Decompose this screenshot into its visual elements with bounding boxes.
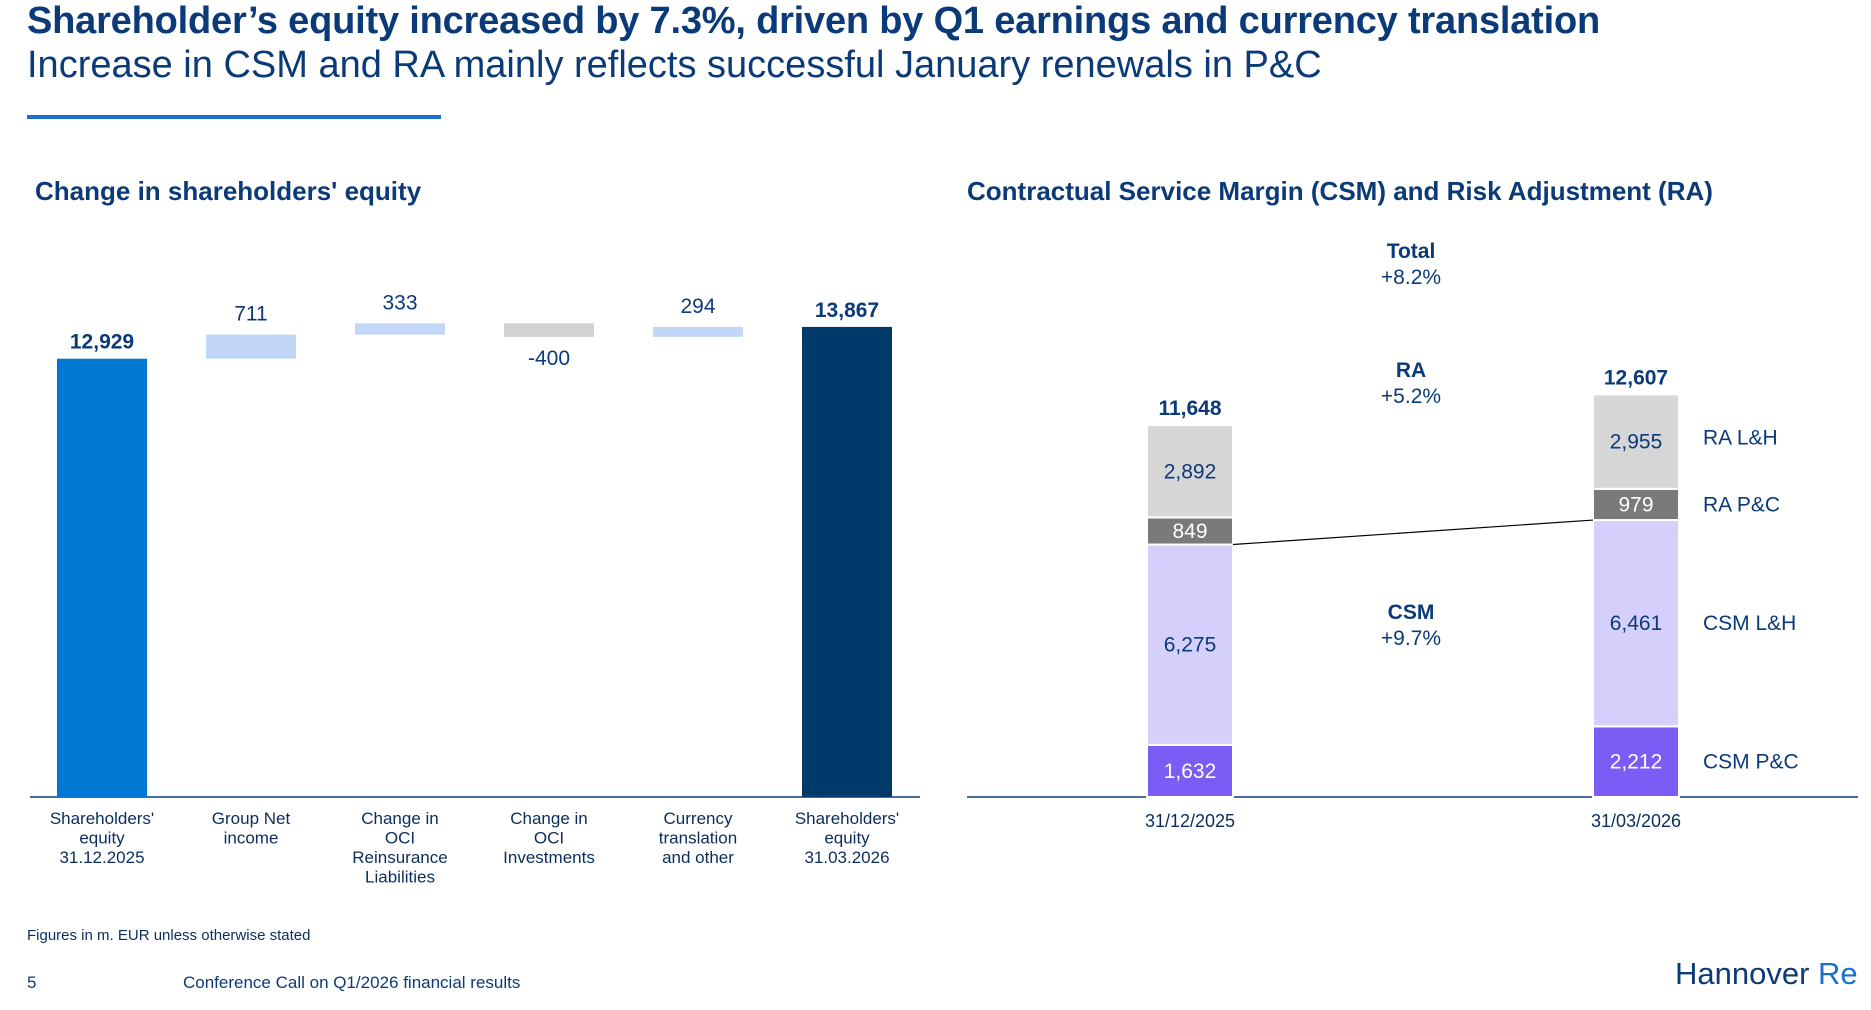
growth-annotation-label: CSM — [1388, 601, 1435, 624]
stack-total-label: 11,648 — [1158, 397, 1221, 420]
waterfall-bar — [355, 323, 445, 335]
waterfall-value-label: 294 — [680, 295, 715, 318]
stack-segment-label: 849 — [1172, 520, 1207, 543]
waterfall-category-label: income — [224, 829, 279, 848]
stack-category-label: 31/03/2026 — [1591, 811, 1681, 831]
waterfall-category-label: Reinsurance — [352, 848, 447, 867]
waterfall-category-label: 31.12.2025 — [59, 848, 144, 867]
page-subtitle: Increase in CSM and RA mainly reflects s… — [27, 44, 1322, 86]
stack-segment-label: 2,212 — [1610, 751, 1663, 774]
waterfall-value-label: 333 — [382, 291, 417, 314]
stack-legend-label: CSM L&H — [1703, 612, 1796, 635]
waterfall-category-label: equity — [79, 829, 125, 848]
waterfall-bar — [504, 323, 594, 337]
title-accent-line — [27, 115, 441, 119]
waterfall-bar — [57, 358, 147, 797]
waterfall-category-label: Change in — [361, 809, 439, 828]
stack-legend-label: RA P&C — [1703, 493, 1780, 516]
stack-segment — [1592, 393, 1680, 490]
waterfall-category-label: OCI — [385, 829, 415, 848]
page-number: 5 — [27, 973, 37, 992]
waterfall-category-label: translation — [659, 829, 737, 848]
waterfall-category-label: equity — [824, 829, 870, 848]
waterfall-chart-title: Change in shareholders' equity — [35, 176, 422, 206]
stack-total-label: 12,607 — [1604, 366, 1668, 389]
stack-segment — [1592, 519, 1680, 728]
footer-caption: Conference Call on Q1/2026 financial res… — [183, 973, 521, 992]
growth-annotation-label: RA — [1396, 359, 1426, 382]
waterfall-category-label: Shareholders' — [795, 809, 899, 828]
waterfall-category-label: Change in — [510, 809, 588, 828]
stack-segment-label: 6,275 — [1164, 634, 1217, 657]
waterfall-bar — [802, 326, 892, 797]
waterfall-category-label: Currency — [664, 809, 733, 828]
growth-annotation-value: +8.2% — [1381, 266, 1441, 289]
stack-legend-label: CSM P&C — [1703, 751, 1799, 774]
growth-annotation-value: +9.7% — [1381, 627, 1441, 650]
waterfall-category-label: Liabilities — [365, 868, 435, 887]
figures-note: Figures in m. EUR unless otherwise state… — [27, 927, 311, 944]
waterfall-bar — [653, 326, 743, 337]
stack-segment-label: 2,892 — [1164, 460, 1217, 483]
logo-word-re: Re — [1818, 956, 1858, 991]
page-title: Shareholder’s equity increased by 7.3%, … — [27, 0, 1601, 42]
logo-word-hannover: Hannover — [1675, 956, 1810, 991]
waterfall-value-label: 12,929 — [70, 331, 134, 354]
stack-segment-label: 979 — [1618, 493, 1653, 516]
waterfall-value-label: 711 — [234, 303, 267, 326]
stack-segment — [1146, 516, 1234, 546]
stack-segment-label: 1,632 — [1164, 760, 1217, 783]
growth-annotation-label: Total — [1387, 240, 1436, 263]
waterfall-category-label: Group Net — [212, 809, 291, 828]
stack-category-label: 31/12/2025 — [1145, 811, 1235, 831]
waterfall-value-label: 13,867 — [815, 299, 879, 322]
csm-ra-chart-title: Contractual Service Margin (CSM) and Ris… — [967, 176, 1713, 206]
stack-segment — [1146, 543, 1234, 746]
waterfall-category-label: Investments — [503, 848, 595, 867]
stack-segment — [1146, 424, 1234, 519]
waterfall-category-label: Shareholders' — [50, 809, 154, 828]
stack-segment — [1592, 487, 1680, 522]
hannover-re-logo: Hannover Re — [1675, 956, 1858, 992]
waterfall-value-label: -400 — [528, 347, 570, 370]
waterfall-category-label: OCI — [534, 829, 564, 848]
csm-connector-line — [1232, 519, 1594, 546]
stack-segment — [1592, 725, 1680, 799]
waterfall-bar — [206, 334, 296, 359]
waterfall-category-label: 31.03.2026 — [804, 848, 889, 867]
stack-segment-label: 2,955 — [1610, 431, 1663, 454]
stack-segment-label: 6,461 — [1610, 612, 1663, 635]
stack-legend-label: RA L&H — [1703, 426, 1778, 449]
growth-annotation-value: +5.2% — [1381, 385, 1441, 408]
waterfall-category-label: and other — [662, 848, 734, 867]
